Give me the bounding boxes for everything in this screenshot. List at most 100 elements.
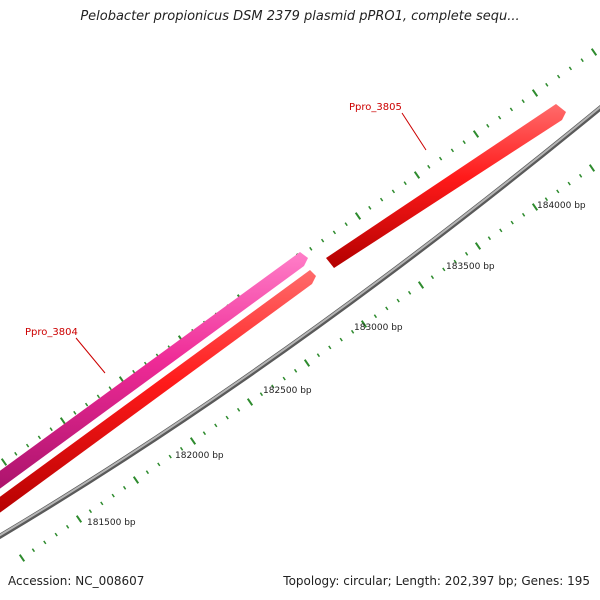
tick-mark: [521, 212, 526, 217]
tick-mark: [464, 251, 469, 256]
tick-mark: [18, 554, 26, 562]
tick-mark: [179, 446, 184, 451]
tick-mark: [556, 189, 560, 194]
tick-mark: [309, 246, 313, 251]
tick-mark: [373, 314, 378, 319]
tick-mark: [37, 435, 42, 440]
tick-mark: [132, 476, 140, 484]
gene-label-ppro-3804: Ppro_3804: [25, 327, 106, 374]
tick-mark: [225, 415, 229, 420]
inner-tick-marks: [18, 164, 596, 562]
gene-red-lower-arrow[interactable]: [0, 270, 316, 520]
tick-mark: [168, 454, 172, 459]
tick-mark: [246, 398, 254, 406]
tick-mark: [202, 431, 207, 436]
accession-label: Accession: NC_008607: [8, 574, 145, 588]
tick-label-184000: 184000 bp: [537, 201, 586, 211]
tick-mark: [580, 58, 584, 63]
tick-mark: [271, 384, 275, 389]
scale-tick-labels: 184000 bp 183500 bp 183000 bp 182500 bp …: [87, 201, 586, 528]
tick-mark: [427, 164, 431, 169]
tick-mark: [328, 345, 332, 350]
tick-mark: [531, 89, 539, 97]
tick-mark: [303, 359, 311, 367]
tick-mark: [88, 509, 93, 514]
page-title: Pelobacter propionicus DSM 2379 plasmid …: [80, 9, 520, 24]
tick-mark: [578, 173, 583, 178]
tick-mark: [145, 470, 150, 475]
tick-mark: [157, 462, 161, 467]
tick-mark: [391, 189, 396, 194]
topology-summary: Topology: circular; Length: 202,397 bp; …: [283, 574, 590, 588]
tick-mark: [350, 329, 355, 334]
tick-mark: [282, 376, 286, 381]
tick-mark: [320, 238, 325, 243]
gene-label-text-ppro-3804: Ppro_3804: [25, 327, 78, 338]
tick-mark: [84, 402, 89, 407]
tick-mark: [379, 197, 384, 202]
tick-mark: [100, 501, 104, 506]
tick-mark: [49, 427, 53, 432]
tick-mark: [417, 281, 425, 289]
tick-mark: [521, 99, 525, 104]
tick-mark: [354, 212, 362, 220]
tick-mark: [332, 230, 337, 235]
tick-mark: [65, 524, 70, 529]
tick-mark: [403, 181, 407, 186]
tick-mark: [189, 437, 197, 445]
tick-mark: [407, 290, 412, 295]
tick-mark: [474, 242, 482, 250]
tick-mark: [590, 48, 598, 56]
tick-mark: [499, 228, 503, 233]
tick-mark: [111, 493, 115, 498]
tick-label-181500: 181500 bp: [87, 518, 136, 528]
tick-mark: [14, 451, 18, 456]
tick-mark: [236, 407, 241, 412]
tick-mark: [450, 148, 455, 153]
tick-label-183500: 183500 bp: [446, 262, 495, 272]
gene-ppro-3804-track[interactable]: [0, 252, 308, 496]
tick-mark: [385, 306, 389, 311]
tick-mark: [259, 392, 264, 397]
tick-mark: [43, 540, 47, 545]
tick-mark: [214, 423, 218, 428]
tick-mark: [568, 66, 573, 71]
tick-mark: [472, 130, 480, 138]
tick-mark: [453, 259, 457, 264]
tick-label-182000: 182000 bp: [175, 451, 224, 461]
tick-mark: [96, 394, 101, 399]
tick-mark: [487, 236, 492, 241]
gene-red-lower-track[interactable]: [0, 270, 316, 520]
tick-mark: [510, 220, 514, 225]
tick-label-183000: 183000 bp: [354, 323, 403, 333]
tick-mark: [0, 458, 8, 466]
gene-ppro-3805-arrow[interactable]: [326, 104, 566, 268]
tick-mark: [122, 485, 127, 490]
tick-mark: [442, 267, 446, 272]
tick-mark: [588, 164, 596, 172]
gene-label-ppro-3805: Ppro_3805: [349, 102, 427, 151]
tick-label-182500: 182500 bp: [263, 386, 312, 396]
tick-mark: [544, 197, 549, 202]
tick-mark: [339, 337, 343, 342]
tick-mark: [486, 123, 490, 128]
tick-mark: [413, 171, 421, 179]
tick-mark: [75, 515, 83, 523]
gene-ppro-3804-arrow[interactable]: [0, 252, 308, 496]
tick-mark: [438, 156, 443, 161]
tick-mark: [462, 140, 466, 145]
tick-mark: [108, 386, 112, 391]
tick-mark: [396, 298, 400, 303]
tick-mark: [430, 275, 435, 280]
tick-mark: [556, 74, 561, 79]
tick-mark: [316, 353, 321, 358]
gene-ppro-3805-track[interactable]: [326, 104, 566, 268]
tick-mark: [54, 532, 58, 537]
tick-mark: [293, 368, 298, 373]
backbone: [0, 104, 600, 540]
tick-mark: [59, 417, 67, 425]
tick-mark: [368, 205, 372, 210]
gene-label-text-ppro-3805: Ppro_3805: [349, 102, 402, 113]
tick-mark: [344, 222, 348, 227]
